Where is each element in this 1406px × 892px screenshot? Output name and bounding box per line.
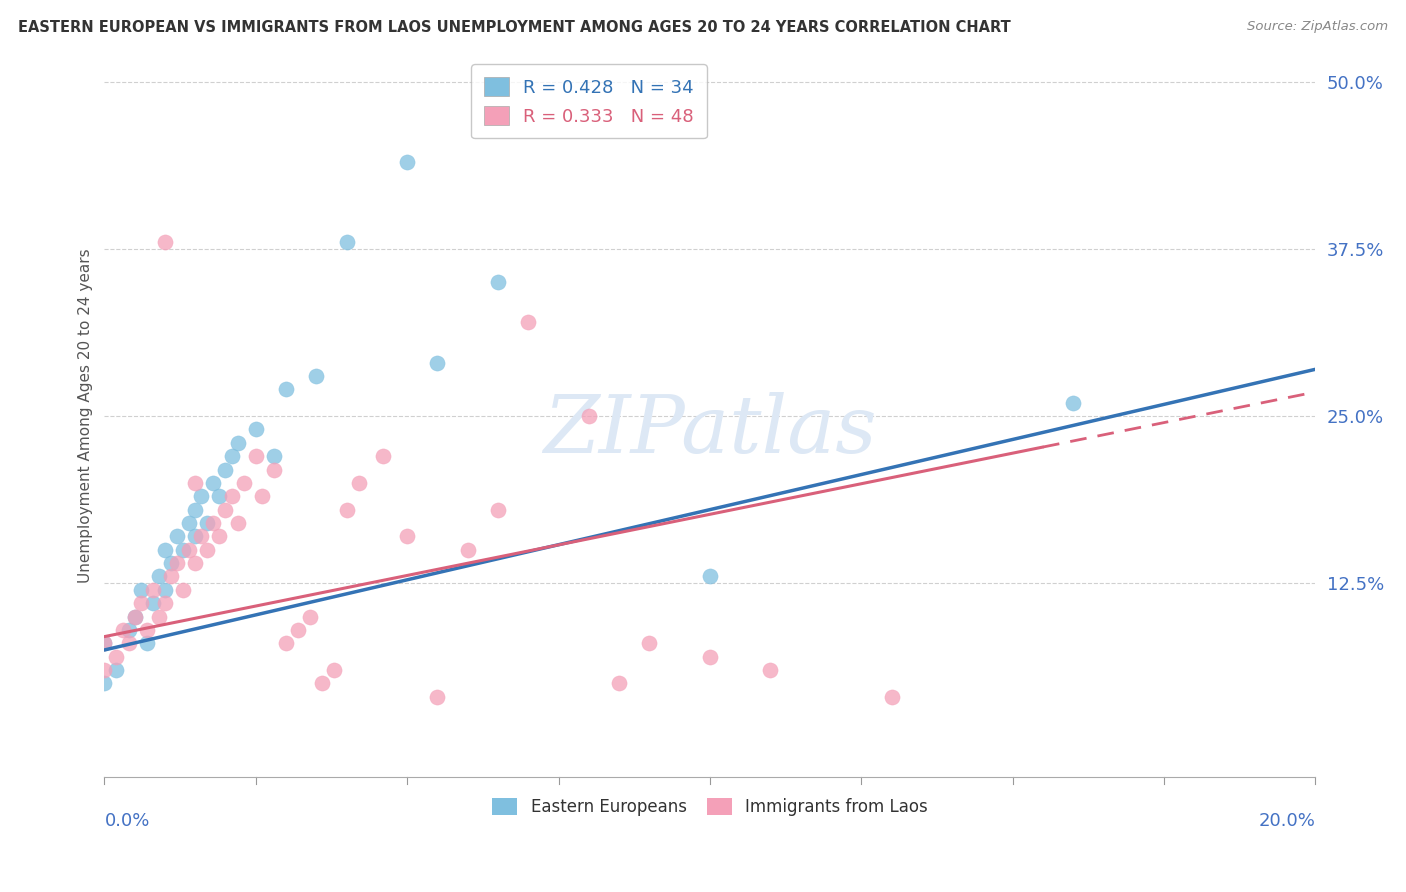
Point bbox=[160, 556, 183, 570]
Point bbox=[1062, 395, 1084, 409]
Point bbox=[638, 636, 661, 650]
Point bbox=[93, 636, 115, 650]
Point bbox=[148, 609, 170, 624]
Point bbox=[336, 502, 359, 516]
Point bbox=[184, 529, 207, 543]
Point bbox=[172, 542, 194, 557]
Point bbox=[117, 636, 139, 650]
Point bbox=[305, 368, 328, 383]
Point bbox=[263, 462, 285, 476]
Point bbox=[426, 690, 449, 704]
Point bbox=[195, 516, 218, 530]
Text: 20.0%: 20.0% bbox=[1258, 812, 1316, 830]
Point bbox=[226, 516, 249, 530]
Point bbox=[166, 556, 188, 570]
Point bbox=[699, 649, 721, 664]
Point bbox=[172, 582, 194, 597]
Point bbox=[880, 690, 903, 704]
Point bbox=[105, 663, 128, 677]
Point bbox=[263, 449, 285, 463]
Point bbox=[153, 542, 176, 557]
Point bbox=[93, 663, 115, 677]
Point bbox=[160, 569, 183, 583]
Point bbox=[166, 529, 188, 543]
Text: Source: ZipAtlas.com: Source: ZipAtlas.com bbox=[1247, 20, 1388, 33]
Point bbox=[135, 636, 157, 650]
Point bbox=[124, 609, 146, 624]
Point bbox=[153, 582, 176, 597]
Point bbox=[221, 489, 243, 503]
Point bbox=[135, 623, 157, 637]
Point bbox=[184, 475, 207, 490]
Point bbox=[142, 596, 165, 610]
Point bbox=[287, 623, 309, 637]
Point bbox=[323, 663, 346, 677]
Point bbox=[457, 542, 479, 557]
Point bbox=[153, 596, 176, 610]
Text: ZIPatlas: ZIPatlas bbox=[543, 392, 877, 469]
Point bbox=[214, 502, 236, 516]
Point bbox=[226, 435, 249, 450]
Point bbox=[93, 676, 115, 690]
Text: EASTERN EUROPEAN VS IMMIGRANTS FROM LAOS UNEMPLOYMENT AMONG AGES 20 TO 24 YEARS : EASTERN EUROPEAN VS IMMIGRANTS FROM LAOS… bbox=[18, 20, 1011, 35]
Point bbox=[105, 649, 128, 664]
Point bbox=[396, 155, 419, 169]
Point bbox=[486, 276, 509, 290]
Point bbox=[221, 449, 243, 463]
Point bbox=[190, 489, 212, 503]
Point bbox=[699, 569, 721, 583]
Point bbox=[129, 596, 152, 610]
Point bbox=[129, 582, 152, 597]
Point bbox=[245, 449, 267, 463]
Point bbox=[396, 529, 419, 543]
Point bbox=[607, 676, 630, 690]
Point bbox=[124, 609, 146, 624]
Point bbox=[245, 422, 267, 436]
Point bbox=[208, 489, 231, 503]
Y-axis label: Unemployment Among Ages 20 to 24 years: Unemployment Among Ages 20 to 24 years bbox=[79, 249, 93, 583]
Point bbox=[111, 623, 134, 637]
Point bbox=[214, 462, 236, 476]
Point bbox=[179, 516, 201, 530]
Point bbox=[179, 542, 201, 557]
Point bbox=[759, 663, 782, 677]
Point bbox=[190, 529, 212, 543]
Legend: Eastern Europeans, Immigrants from Laos: Eastern Europeans, Immigrants from Laos bbox=[485, 791, 935, 822]
Point bbox=[274, 636, 297, 650]
Point bbox=[208, 529, 231, 543]
Point bbox=[336, 235, 359, 250]
Point bbox=[311, 676, 333, 690]
Text: 0.0%: 0.0% bbox=[104, 812, 150, 830]
Point bbox=[517, 316, 540, 330]
Point bbox=[299, 609, 322, 624]
Point bbox=[117, 623, 139, 637]
Point bbox=[184, 502, 207, 516]
Point bbox=[250, 489, 273, 503]
Point bbox=[195, 542, 218, 557]
Point bbox=[153, 235, 176, 250]
Point bbox=[232, 475, 254, 490]
Point bbox=[578, 409, 600, 423]
Point bbox=[142, 582, 165, 597]
Point bbox=[371, 449, 394, 463]
Point bbox=[184, 556, 207, 570]
Point bbox=[202, 516, 225, 530]
Point bbox=[202, 475, 225, 490]
Point bbox=[486, 502, 509, 516]
Point bbox=[148, 569, 170, 583]
Point bbox=[93, 636, 115, 650]
Point bbox=[347, 475, 370, 490]
Point bbox=[274, 382, 297, 396]
Point bbox=[426, 355, 449, 369]
